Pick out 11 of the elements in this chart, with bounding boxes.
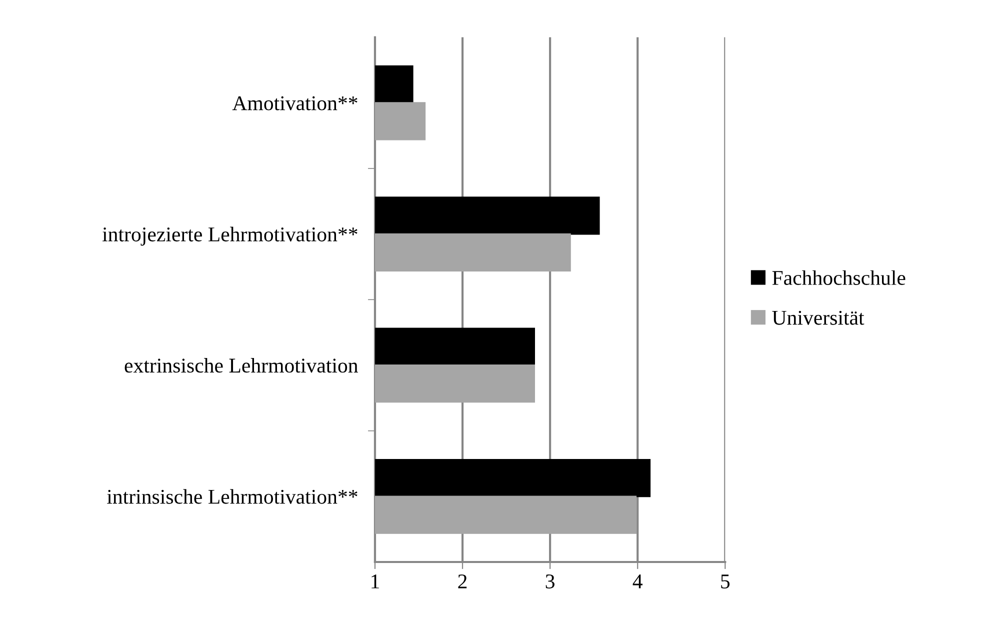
legend-label: Fachhochschule [772,270,906,285]
y-tick-label: intrinsische Lehrmotivation** [107,489,358,504]
x-tick-label: 4 [632,574,642,588]
x-tick-label: 2 [458,574,467,588]
x-tick-label: 5 [721,574,730,588]
y-tick-label: extrinsische Lehrmotivation [124,358,358,373]
y-tick-label: Amotivation** [232,96,358,110]
y-tick-label: introjezierte Lehrmotivation** [102,226,358,246]
x-tick-label: 3 [546,574,554,588]
x-tick-label: 1 [372,574,379,588]
legend-label: Universität [772,310,864,325]
